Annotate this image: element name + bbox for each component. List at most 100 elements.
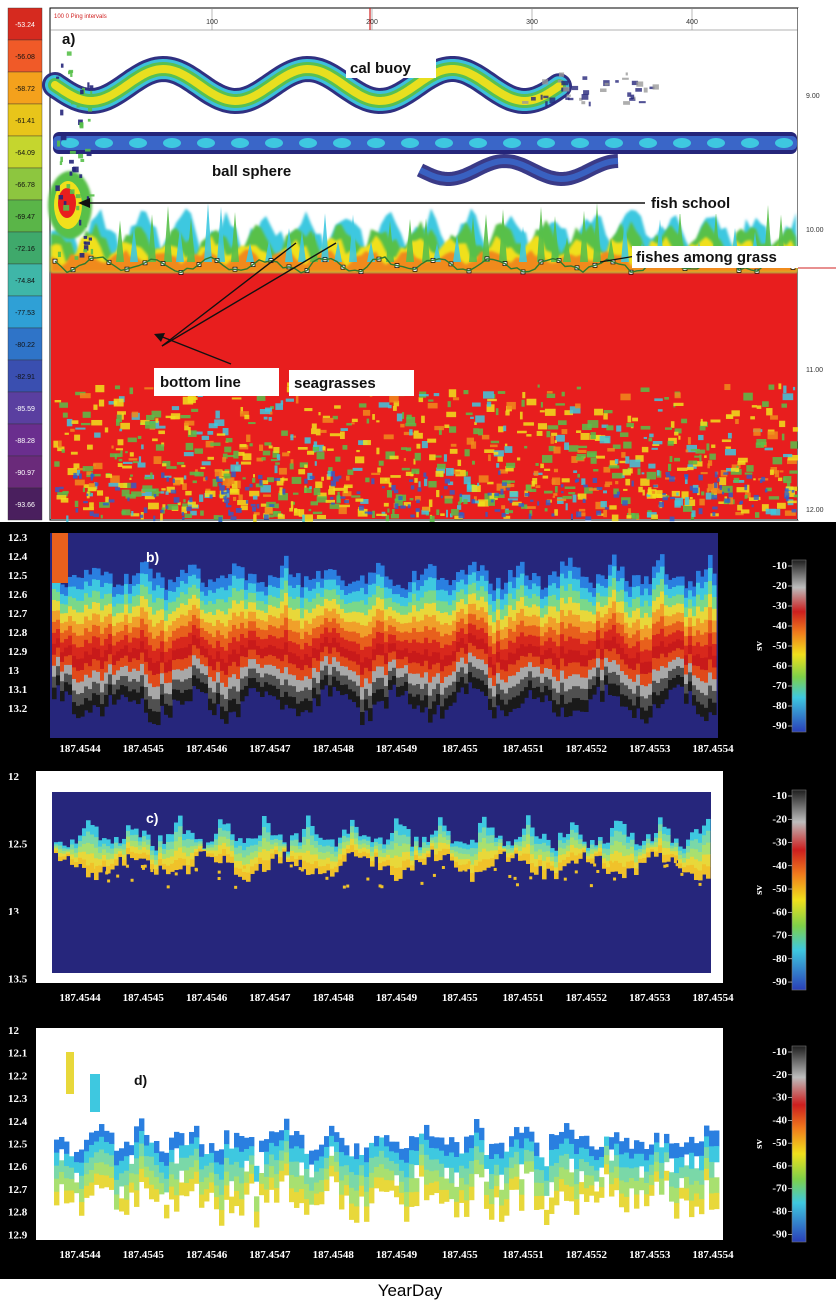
annotation-cal-buoy: cal buoy xyxy=(350,60,412,77)
echo-cell xyxy=(276,668,281,680)
echo-speckle xyxy=(662,493,666,496)
echo-speckle xyxy=(302,514,313,522)
echo-speckle xyxy=(622,500,628,506)
echo-cell xyxy=(132,616,137,628)
echo-cell xyxy=(220,611,225,624)
left-speckle xyxy=(73,166,79,173)
echo-speckle xyxy=(656,493,668,499)
echo-cell xyxy=(538,854,543,861)
echo-cell xyxy=(202,850,207,852)
echo-cell xyxy=(672,641,677,652)
echo-cell xyxy=(398,856,403,869)
echo-speckle xyxy=(405,471,414,476)
echo-speckle xyxy=(689,497,693,500)
echo-cell xyxy=(354,1174,360,1192)
echo-cell xyxy=(204,613,209,623)
echo-cell xyxy=(326,863,331,871)
echo-speckle xyxy=(667,440,674,446)
echo-speckle xyxy=(372,414,375,420)
echo-cell xyxy=(162,853,167,860)
echo-speckle xyxy=(727,488,730,492)
echo-cell xyxy=(492,632,497,645)
echo-cell xyxy=(268,674,273,686)
echo-cell xyxy=(272,685,277,697)
echo-cell xyxy=(149,1142,155,1158)
echo-cell xyxy=(279,1140,285,1152)
echo-speckle xyxy=(792,386,796,391)
echo-cell xyxy=(288,618,293,631)
echo-cell xyxy=(156,572,161,586)
echo-speckle xyxy=(792,427,799,432)
echo-cell xyxy=(292,642,297,655)
echo-speckle xyxy=(651,447,658,450)
echo-speckle xyxy=(177,502,181,506)
echo-cell xyxy=(84,616,89,629)
echo-speckle xyxy=(363,440,371,446)
echo-cell xyxy=(470,848,475,857)
echo-cell xyxy=(274,1174,280,1189)
echo-cell xyxy=(204,675,209,685)
echo-seagrass-spike xyxy=(265,239,273,262)
echo-cell xyxy=(268,605,273,616)
echo-cell xyxy=(696,701,701,715)
echo-cell xyxy=(386,859,391,866)
echo-cell xyxy=(298,867,302,871)
cal-buoy-speckle xyxy=(561,80,569,86)
echo-cell xyxy=(460,589,465,600)
echo-cell xyxy=(588,660,593,671)
echo-speckle xyxy=(577,449,587,453)
echo-cell xyxy=(400,605,405,616)
echo-speckle xyxy=(670,496,676,500)
echo-cell xyxy=(274,1132,280,1147)
echo-speckle xyxy=(786,481,791,488)
echo-cell xyxy=(206,845,211,849)
echo-speckle xyxy=(216,478,223,482)
echo-cell xyxy=(184,689,189,702)
echo-cell xyxy=(616,581,621,593)
echo-cell xyxy=(292,653,297,665)
echo-speckle xyxy=(75,508,79,513)
echo-cell xyxy=(80,646,85,660)
echo-cell xyxy=(388,634,393,645)
echo-cell xyxy=(308,612,313,625)
echo-cell xyxy=(306,827,311,840)
echo-cell xyxy=(464,1200,470,1217)
echo-cell xyxy=(324,637,329,648)
echo-cell xyxy=(64,639,69,649)
left-speckle xyxy=(80,89,84,95)
echo-speckle xyxy=(509,499,513,503)
echo-cell xyxy=(140,663,145,676)
scale-swatch xyxy=(7,263,43,297)
echo-cell xyxy=(192,675,197,687)
echo-cell xyxy=(96,671,101,684)
echo-speckle xyxy=(791,489,795,493)
echo-cell xyxy=(552,653,557,666)
echo-cell xyxy=(604,1145,610,1156)
echo-cell xyxy=(70,849,75,855)
echo-cell xyxy=(404,597,409,607)
echo-cell xyxy=(168,602,173,615)
echo-speckle xyxy=(584,487,593,494)
echo-cell xyxy=(482,827,487,839)
echo-cell xyxy=(698,842,703,853)
echo-cell xyxy=(134,834,139,842)
echo-cell xyxy=(272,626,277,637)
echo-cell xyxy=(144,661,149,676)
echo-cell xyxy=(312,658,317,669)
echo-cell xyxy=(636,575,641,587)
echo-cell xyxy=(624,1196,630,1213)
echo-speckle xyxy=(54,399,62,403)
echo-cell xyxy=(679,1146,685,1158)
echo-speckle xyxy=(455,469,466,477)
echo-cell xyxy=(264,1164,270,1178)
echo-cell xyxy=(148,683,153,697)
echo-cell xyxy=(654,1132,660,1144)
echo-cell xyxy=(218,827,223,838)
echo-speckle xyxy=(394,503,399,509)
echo-cell xyxy=(159,1151,165,1163)
echo-cell xyxy=(414,836,419,842)
echo-speckle xyxy=(529,488,537,493)
echo-cell xyxy=(56,666,61,677)
echo-cell xyxy=(116,622,121,633)
echo-cell xyxy=(80,693,85,706)
